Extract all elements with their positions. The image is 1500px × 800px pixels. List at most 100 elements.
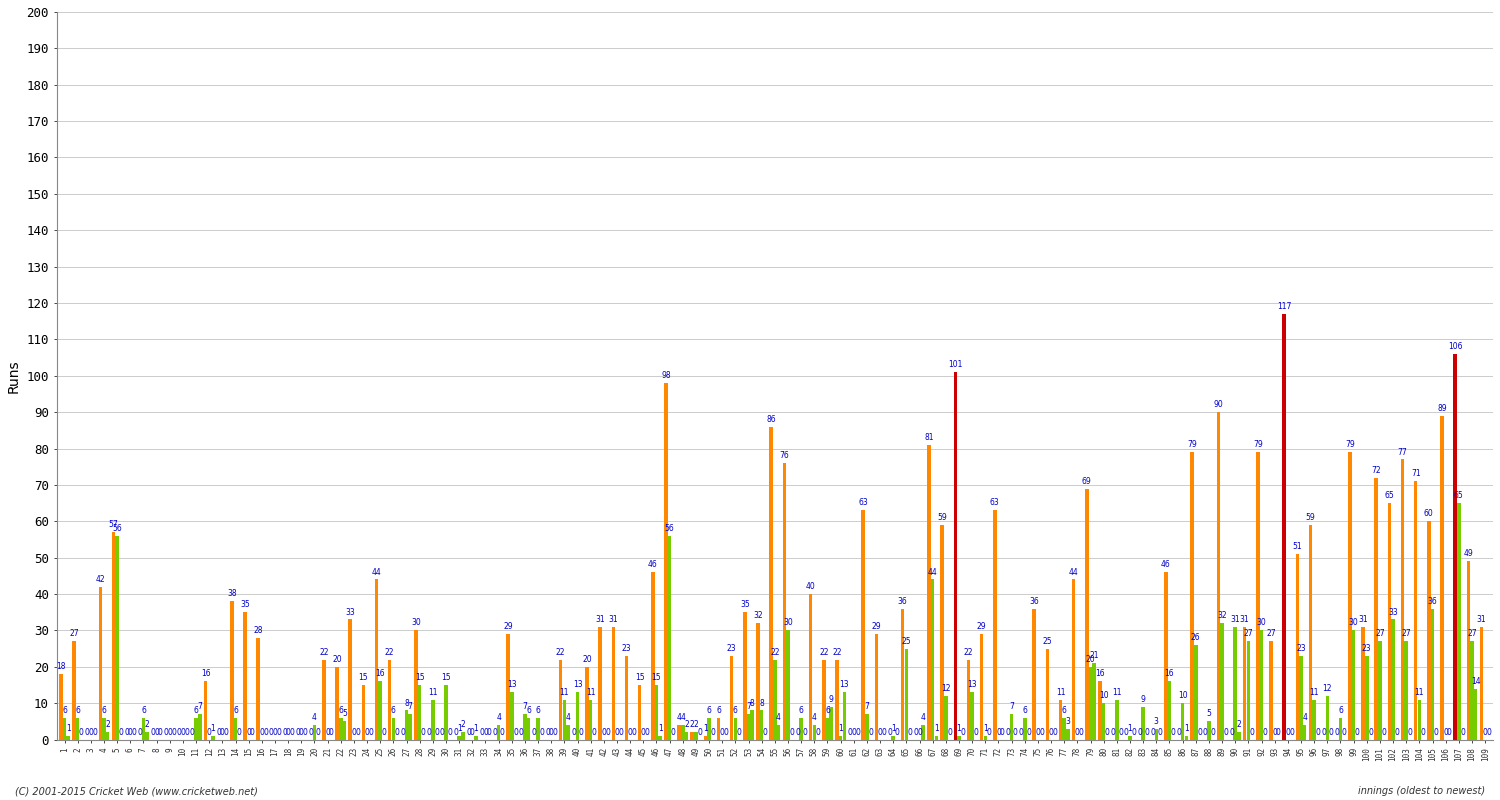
Bar xyxy=(830,706,833,739)
Text: 5: 5 xyxy=(1206,710,1212,718)
Text: 0: 0 xyxy=(627,728,633,737)
Bar xyxy=(750,710,754,739)
Bar xyxy=(146,732,148,739)
Text: 20: 20 xyxy=(333,655,342,664)
Text: 31: 31 xyxy=(1230,615,1240,624)
Bar xyxy=(116,536,118,739)
Text: 0: 0 xyxy=(1053,728,1058,737)
Bar xyxy=(786,630,790,739)
Bar xyxy=(348,619,352,739)
Text: 0: 0 xyxy=(1286,728,1290,737)
Text: 12: 12 xyxy=(1323,684,1332,693)
Bar xyxy=(1454,354,1456,739)
Text: 22: 22 xyxy=(386,647,394,657)
Text: 0: 0 xyxy=(80,728,84,737)
Bar xyxy=(375,579,378,739)
Bar xyxy=(770,426,772,739)
Text: 1: 1 xyxy=(66,724,70,733)
Bar xyxy=(66,736,70,739)
Text: 76: 76 xyxy=(780,451,789,460)
Text: 0: 0 xyxy=(1118,728,1124,737)
Bar xyxy=(63,718,66,739)
Bar xyxy=(590,699,592,739)
Text: 0: 0 xyxy=(453,728,458,737)
Text: 0: 0 xyxy=(549,728,554,737)
Text: 0: 0 xyxy=(1341,728,1347,737)
Bar xyxy=(1208,722,1210,739)
Text: 0: 0 xyxy=(246,728,250,737)
Text: 71: 71 xyxy=(1412,470,1420,478)
Bar xyxy=(747,714,750,739)
Bar xyxy=(921,725,926,739)
Bar xyxy=(1142,706,1144,739)
Text: 0: 0 xyxy=(1076,728,1080,737)
Text: 0: 0 xyxy=(764,728,768,737)
Text: 0: 0 xyxy=(960,728,964,737)
Text: 27: 27 xyxy=(1467,630,1478,638)
Bar xyxy=(902,609,904,739)
Text: 0: 0 xyxy=(154,728,159,737)
Text: 6: 6 xyxy=(798,706,804,715)
Text: 0: 0 xyxy=(296,728,300,737)
Bar xyxy=(243,612,248,739)
Text: 3: 3 xyxy=(1154,717,1160,726)
Text: 0: 0 xyxy=(816,728,821,737)
Bar xyxy=(1338,718,1342,739)
Text: 8: 8 xyxy=(759,698,764,707)
Text: 60: 60 xyxy=(1424,510,1434,518)
Text: 44: 44 xyxy=(1070,567,1078,577)
Bar xyxy=(405,710,408,739)
Text: 11: 11 xyxy=(586,688,596,697)
Text: 56: 56 xyxy=(664,524,675,533)
Text: 0: 0 xyxy=(670,728,675,737)
Text: 0: 0 xyxy=(855,728,859,737)
Text: 0: 0 xyxy=(592,728,597,737)
Text: 36: 36 xyxy=(1428,597,1437,606)
Text: 4: 4 xyxy=(496,713,501,722)
Text: 0: 0 xyxy=(852,728,856,737)
Text: 0: 0 xyxy=(303,728,307,737)
Bar xyxy=(668,536,672,739)
Bar xyxy=(861,510,865,739)
Bar xyxy=(339,718,342,739)
Text: 0: 0 xyxy=(552,728,558,737)
Bar xyxy=(392,718,394,739)
Bar xyxy=(526,718,531,739)
Text: 0: 0 xyxy=(632,728,636,737)
Bar xyxy=(954,372,957,739)
Bar xyxy=(1348,452,1352,739)
Text: 36: 36 xyxy=(898,597,908,606)
Text: 0: 0 xyxy=(422,728,426,737)
Text: 15: 15 xyxy=(416,673,424,682)
Text: 44: 44 xyxy=(928,567,938,577)
Bar xyxy=(957,736,962,739)
Bar xyxy=(408,714,413,739)
Bar xyxy=(1072,579,1076,739)
Text: 0: 0 xyxy=(914,728,918,737)
Text: 46: 46 xyxy=(1161,560,1170,570)
Text: 31: 31 xyxy=(1476,615,1486,624)
Bar xyxy=(388,659,392,739)
Text: 69: 69 xyxy=(1082,477,1092,486)
Bar xyxy=(111,532,116,739)
Bar xyxy=(76,718,80,739)
Text: 0: 0 xyxy=(262,728,268,737)
Text: 10: 10 xyxy=(1100,691,1108,700)
Text: 0: 0 xyxy=(946,728,952,737)
Text: 20: 20 xyxy=(582,655,592,664)
Text: 1: 1 xyxy=(1128,724,1132,733)
Text: 22: 22 xyxy=(320,647,328,657)
Bar xyxy=(1221,623,1224,739)
Text: 0: 0 xyxy=(260,728,264,737)
Text: 0: 0 xyxy=(84,728,90,737)
Text: 0: 0 xyxy=(532,728,537,737)
Bar xyxy=(342,722,346,739)
Text: 6: 6 xyxy=(75,706,80,715)
Bar xyxy=(1440,416,1444,739)
Text: 2: 2 xyxy=(693,720,699,730)
Text: 0: 0 xyxy=(736,728,741,737)
Text: 25: 25 xyxy=(902,637,910,646)
Bar xyxy=(1418,699,1420,739)
Bar xyxy=(1167,682,1172,739)
Text: 0: 0 xyxy=(868,728,873,737)
